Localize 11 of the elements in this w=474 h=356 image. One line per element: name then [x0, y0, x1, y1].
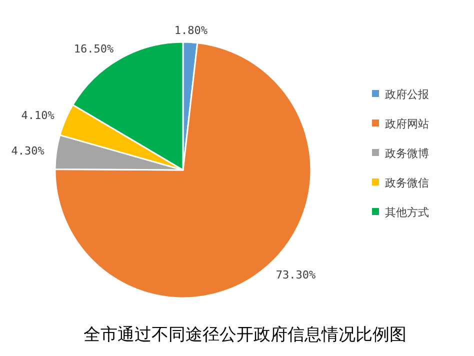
data-label: 4.30% [11, 144, 45, 158]
legend-label: 政务微信 [385, 176, 429, 190]
data-label: 4.10% [21, 108, 55, 122]
legend-label: 政府网站 [385, 118, 429, 130]
data-label: 73.30% [276, 268, 316, 282]
data-label: 1.80% [174, 24, 208, 38]
data-label: 16.50% [74, 42, 114, 56]
legend-label: 政府公报 [385, 88, 429, 101]
legend-label: 其他方式 [385, 206, 429, 219]
legend-label: 政务微博 [385, 147, 429, 160]
text: 全市通过不同途径公开政府信息情况比例图 [84, 325, 406, 345]
